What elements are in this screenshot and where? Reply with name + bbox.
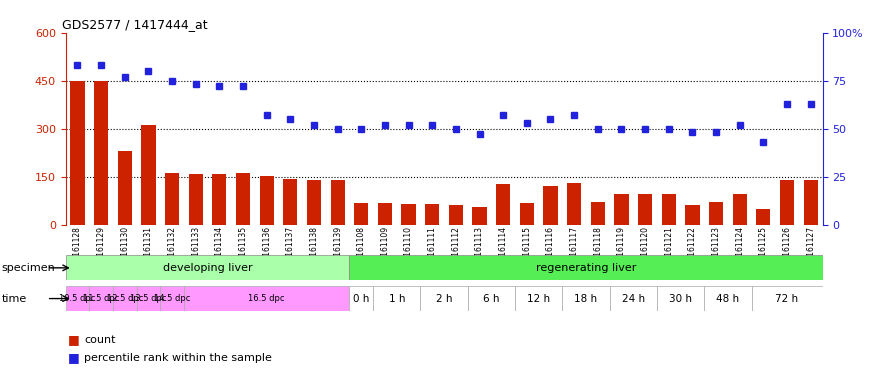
Bar (563, 286, 610, 311)
Bar (236, 173, 250, 225)
Bar (468, 286, 515, 311)
Text: 48 h: 48 h (717, 293, 739, 304)
Text: time: time (2, 294, 27, 304)
Bar (756, 209, 771, 225)
Bar (425, 204, 439, 225)
Bar (89, 286, 113, 311)
Text: 11.5 dpc: 11.5 dpc (83, 294, 119, 303)
Bar (136, 286, 160, 311)
Bar (780, 180, 794, 225)
Bar (142, 126, 156, 225)
Bar (331, 180, 345, 225)
Text: 10.5 dpc: 10.5 dpc (60, 294, 95, 303)
Bar (496, 184, 510, 225)
Bar (307, 180, 321, 225)
Text: 1 h: 1 h (388, 293, 405, 304)
Bar (732, 194, 747, 225)
Bar (449, 205, 463, 225)
Bar (189, 174, 203, 225)
Bar (66, 286, 89, 311)
Bar (402, 204, 416, 225)
Bar (117, 151, 132, 225)
Text: 0 h: 0 h (354, 293, 369, 304)
Text: 18 h: 18 h (574, 293, 598, 304)
Bar (473, 207, 487, 225)
Text: percentile rank within the sample: percentile rank within the sample (84, 353, 272, 363)
Text: 16.5 dpc: 16.5 dpc (248, 294, 285, 303)
Bar (113, 286, 136, 311)
Bar (515, 286, 563, 311)
Text: 30 h: 30 h (669, 293, 692, 304)
Bar (638, 194, 652, 225)
Bar (709, 202, 723, 225)
Text: 6 h: 6 h (483, 293, 500, 304)
Bar (685, 205, 699, 225)
Text: regenerating liver: regenerating liver (536, 263, 636, 273)
Bar (184, 286, 349, 311)
Text: 72 h: 72 h (775, 293, 799, 304)
Bar (66, 255, 349, 280)
Bar (752, 286, 822, 311)
Text: ■: ■ (68, 351, 80, 364)
Bar (378, 203, 392, 225)
Bar (165, 173, 179, 225)
Text: 12.5 dpc: 12.5 dpc (107, 294, 143, 303)
Bar (704, 286, 752, 311)
Text: developing liver: developing liver (163, 263, 252, 273)
Text: GDS2577 / 1417444_at: GDS2577 / 1417444_at (62, 18, 207, 31)
Bar (610, 286, 657, 311)
Bar (354, 203, 368, 225)
Bar (70, 81, 85, 225)
Text: 2 h: 2 h (436, 293, 452, 304)
Bar (349, 255, 822, 280)
Text: 13.5 dpc: 13.5 dpc (130, 294, 166, 303)
Text: count: count (84, 335, 116, 345)
Bar (567, 183, 581, 225)
Bar (349, 286, 373, 311)
Text: specimen: specimen (2, 263, 55, 273)
Bar (160, 286, 184, 311)
Text: 14.5 dpc: 14.5 dpc (154, 294, 190, 303)
Bar (94, 81, 108, 225)
Bar (213, 174, 227, 225)
Bar (260, 176, 274, 225)
Text: 24 h: 24 h (622, 293, 645, 304)
Bar (803, 180, 818, 225)
Text: 12 h: 12 h (527, 293, 550, 304)
Text: ■: ■ (68, 333, 80, 346)
Bar (614, 194, 628, 225)
Bar (662, 194, 676, 225)
Bar (284, 179, 298, 225)
Bar (543, 185, 557, 225)
Bar (373, 286, 420, 311)
Bar (591, 202, 605, 225)
Bar (420, 286, 468, 311)
Bar (657, 286, 704, 311)
Bar (520, 203, 534, 225)
